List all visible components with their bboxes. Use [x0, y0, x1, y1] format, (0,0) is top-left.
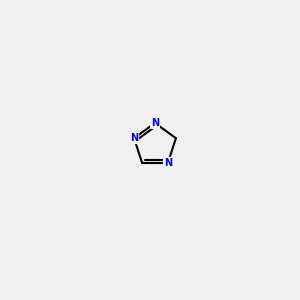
- Text: N: N: [151, 118, 159, 128]
- Text: N: N: [130, 133, 138, 143]
- Text: N: N: [164, 158, 172, 168]
